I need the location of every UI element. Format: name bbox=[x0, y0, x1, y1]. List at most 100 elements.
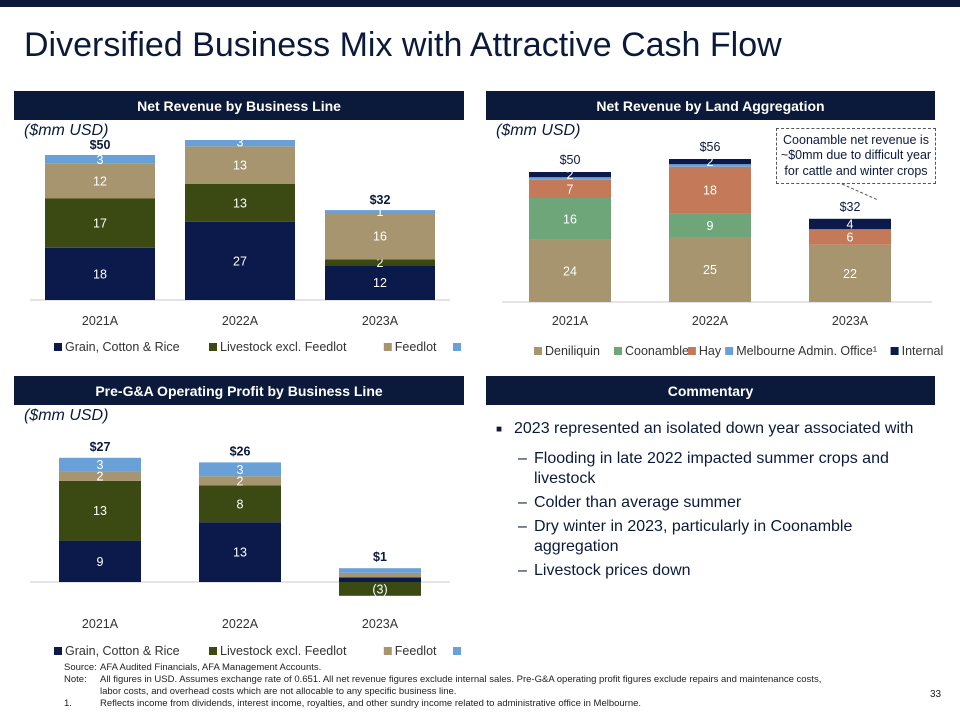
legend-swatch-melbourne-admin-office bbox=[725, 347, 734, 355]
legend-entry-melbourne-admin-office: Melbourne Admin. Office¹ bbox=[736, 344, 877, 358]
data-label-internal-sales-2021a: 2 bbox=[567, 168, 574, 182]
bar-melbourne-admin-office-2021a bbox=[529, 177, 611, 180]
legend-swatch-deniliquin bbox=[534, 347, 542, 355]
total-label-2021a: $27 bbox=[90, 440, 111, 454]
data-label-livestock-excl-feedlot-2023a: (3) bbox=[372, 582, 387, 596]
data-label-other-2022a: 3 bbox=[237, 140, 244, 149]
bar-grain-cotton-rice-2023a bbox=[339, 577, 421, 582]
legend-entry-livestock-excl-feedlot: Livestock excl. Feedlot bbox=[220, 340, 347, 354]
data-label-deniliquin-2021a: 24 bbox=[563, 264, 577, 278]
bar-grain-cotton-rice-2021a bbox=[59, 540, 141, 582]
legend-swatch-other bbox=[453, 343, 461, 351]
bar-feedlot-2021a bbox=[59, 471, 141, 481]
legend-swatch-hay bbox=[687, 347, 696, 355]
unit-label-chart3: ($mm USD) bbox=[24, 407, 109, 424]
legend-swatch-feedlot bbox=[383, 343, 392, 351]
coonamble-callout: Coonamble net revenue is ~$0mm due to di… bbox=[776, 128, 936, 184]
legend-entry-feedlot: Feedlot bbox=[395, 644, 437, 658]
data-label-livestock-excl-feedlot-2021a: 17 bbox=[93, 217, 107, 231]
bar-feedlot-2022a bbox=[199, 476, 281, 486]
commentary-livestock-prices: Livestock prices down bbox=[534, 562, 691, 579]
dash-icon: – bbox=[518, 518, 527, 535]
bar-internal-sales-2022a bbox=[669, 159, 751, 165]
total-label-2021a: $50 bbox=[90, 140, 111, 152]
header-net-revenue-business-line: Net Revenue by Business Line bbox=[14, 91, 464, 120]
bar-deniliquin-2022a bbox=[669, 237, 751, 302]
unit-label-chart1: ($mm USD) bbox=[24, 122, 109, 139]
legend-swatch-livestock-excl-feedlot bbox=[209, 343, 217, 351]
page-title: Diversified Business Mix with Attractive… bbox=[24, 26, 782, 64]
data-label-livestock-excl-feedlot-2021a: 13 bbox=[93, 504, 107, 518]
bar-feedlot-2023a bbox=[339, 572, 421, 578]
data-label-hay-2022a: 18 bbox=[703, 184, 717, 198]
bar-other-2023a bbox=[339, 568, 421, 573]
tick-label-2023a: 2023A bbox=[362, 314, 399, 328]
page-number: 33 bbox=[930, 689, 942, 700]
legend-entry-feedlot: Feedlot bbox=[395, 340, 437, 354]
bar-livestock-excl-feedlot-2022a bbox=[199, 485, 281, 523]
data-label-feedlot-2021a: 2 bbox=[97, 470, 104, 484]
legend-swatch-internal-sales bbox=[890, 347, 899, 355]
bar-melbourne-admin-office-2022a bbox=[669, 164, 751, 167]
data-label-livestock-excl-feedlot-2023a: 2 bbox=[377, 256, 384, 270]
bar-livestock-excl-feedlot-2022a bbox=[185, 184, 295, 222]
legend-swatch-grain-cotton-rice bbox=[54, 343, 62, 351]
tick-label-2021a: 2021A bbox=[552, 314, 589, 328]
chart-net-revenue-land-aggregation: 241672$502021A259182$562022A2264$322023A… bbox=[502, 140, 946, 358]
bar-other-2021a bbox=[45, 155, 155, 164]
data-label-hay-2023a: 6 bbox=[847, 231, 854, 245]
footnote-1-key: 1. bbox=[64, 698, 72, 709]
bar-other-2023a bbox=[325, 210, 435, 213]
legend-entry-hay: Hay bbox=[699, 344, 722, 358]
data-label-livestock-excl-feedlot-2022a: 13 bbox=[233, 196, 247, 210]
data-label-feedlot-2023a: 16 bbox=[373, 230, 387, 244]
data-label-hay-2021a: 7 bbox=[567, 182, 574, 196]
data-label-other-2022a: 3 bbox=[237, 463, 244, 477]
chart-net-revenue-business-line: 1817123$502021A2713133$562022A122161$322… bbox=[30, 140, 461, 354]
unit-label-chart2: ($mm USD) bbox=[496, 122, 581, 139]
bar-grain-cotton-rice-2021a bbox=[45, 247, 155, 300]
total-label-2022a: $26 bbox=[230, 444, 251, 458]
bar-hay-2023a bbox=[809, 229, 891, 245]
data-label-deniliquin-2022a: 25 bbox=[703, 263, 717, 277]
data-label-grain-cotton-rice-2023a: 12 bbox=[373, 276, 387, 290]
total-label-2023a: $1 bbox=[373, 550, 387, 564]
bar-feedlot-2023a bbox=[325, 213, 435, 260]
total-label-2021a: $50 bbox=[560, 153, 581, 167]
data-label-grain-cotton-rice-2022a: 13 bbox=[233, 546, 247, 560]
bar-deniliquin-2021a bbox=[529, 239, 611, 302]
commentary-dry-winter-1: Dry winter in 2023, particularly in Coon… bbox=[534, 518, 853, 535]
bar-livestock-excl-feedlot-2021a bbox=[59, 480, 141, 541]
legend-entry-grain-cotton-rice: Grain, Cotton & Rice bbox=[65, 340, 180, 354]
callout-line-3: for cattle and winter crops bbox=[784, 163, 928, 178]
top-accent-bar bbox=[0, 0, 960, 7]
data-label-other-2021a: 3 bbox=[97, 458, 104, 472]
data-label-internal-sales-2022a: 2 bbox=[707, 155, 714, 169]
tick-label-2021a: 2021A bbox=[82, 617, 119, 631]
legend-swatch-other bbox=[453, 647, 461, 655]
bar-other-2021a bbox=[59, 457, 141, 472]
footnote-source-key: Source: bbox=[64, 662, 97, 673]
bar-coonamble-2022a bbox=[669, 213, 751, 237]
legend-swatch-coonamble bbox=[614, 347, 622, 355]
header-net-revenue-land-aggregation: Net Revenue by Land Aggregation bbox=[486, 91, 935, 120]
bar-livestock-excl-feedlot-2023a bbox=[339, 582, 421, 596]
bar-grain-cotton-rice-2022a bbox=[199, 522, 281, 582]
data-label-other-2021a: 3 bbox=[97, 153, 104, 167]
total-label-2023a: $32 bbox=[370, 193, 391, 207]
footnote-1: Reflects income from dividends, interest… bbox=[100, 698, 642, 709]
data-label-grain-cotton-rice-2021a: 18 bbox=[93, 267, 107, 281]
footnote-source: AFA Audited Financials, AFA Management A… bbox=[100, 662, 322, 673]
bar-grain-cotton-rice-2023a bbox=[325, 265, 435, 300]
bar-deniliquin-2023a bbox=[809, 244, 891, 302]
tick-label-2021a: 2021A bbox=[82, 314, 119, 328]
bar-coonamble-2021a bbox=[529, 198, 611, 240]
legend-swatch-grain-cotton-rice bbox=[54, 647, 62, 655]
footnote-note-1: All figures in USD. Assumes exchange rat… bbox=[100, 674, 822, 685]
data-label-coonamble-2021a: 16 bbox=[563, 212, 577, 226]
total-label-2023a: $32 bbox=[840, 200, 861, 214]
bar-internal-sales-2023a bbox=[809, 218, 891, 230]
data-label-deniliquin-2023a: 22 bbox=[843, 267, 857, 281]
square-bullet-icon: ■ bbox=[496, 424, 503, 435]
bar-feedlot-2022a bbox=[185, 146, 295, 184]
